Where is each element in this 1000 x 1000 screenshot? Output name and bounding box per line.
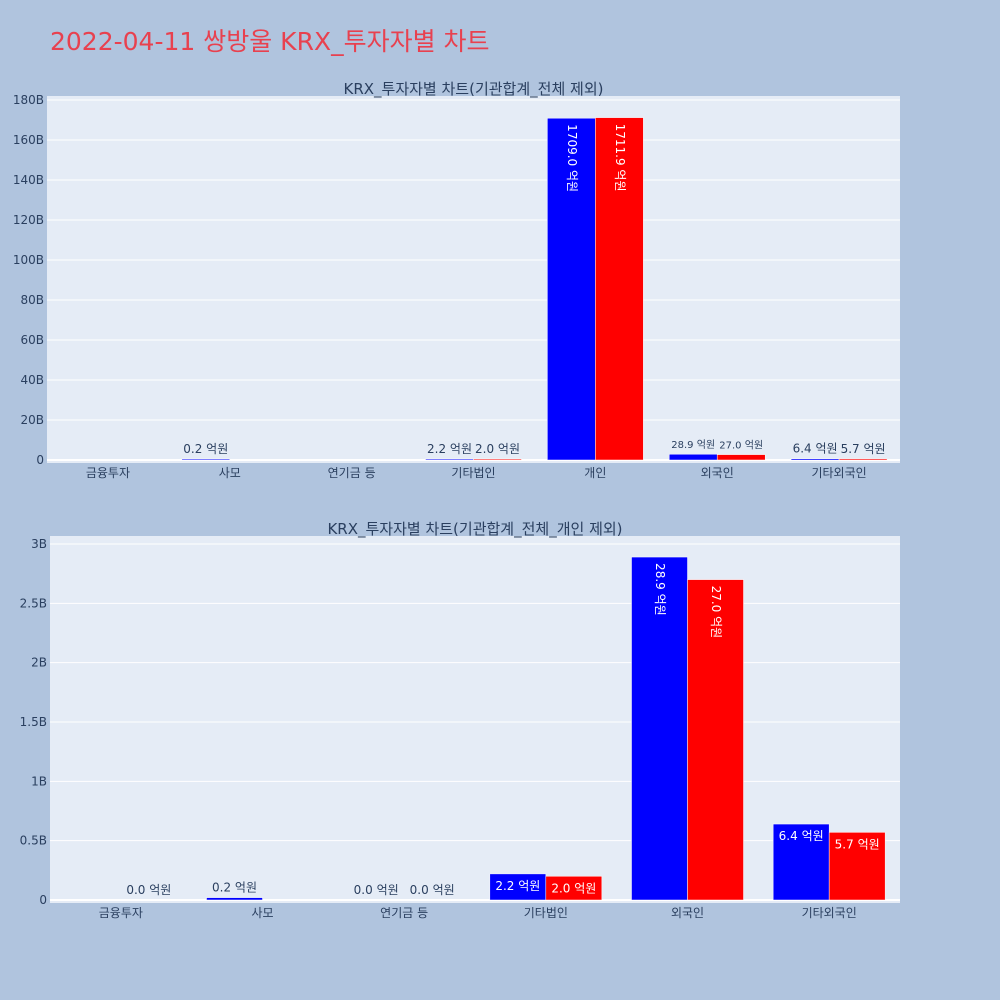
y-tick-label: 60B (20, 333, 44, 347)
bar (547, 117, 596, 461)
bar (206, 897, 263, 901)
bar (595, 117, 644, 461)
plot-area (47, 96, 900, 463)
y-tick-label: 1B (31, 774, 47, 788)
y-tick-label: 80B (20, 293, 44, 307)
bar (668, 453, 718, 461)
x-tick-label: 외국인 (671, 906, 704, 920)
x-tick-label: 기타법인 (451, 466, 495, 480)
data-label: 2.2 억원 (495, 879, 540, 893)
x-tick-label: 연기금 등 (328, 466, 376, 480)
data-label: 5.7 억원 (835, 837, 880, 851)
x-tick-label: 사모 (219, 466, 241, 480)
data-label: 0.2 억원 (212, 881, 257, 895)
y-tick-label: 0 (39, 893, 47, 907)
bar (545, 876, 603, 901)
x-tick-label: 금융투자 (86, 466, 130, 480)
data-label: 27.0 억원 (709, 586, 723, 639)
data-label: 0.0 억원 (354, 883, 399, 897)
data-label: 6.4 억원 (779, 829, 824, 843)
chart-all-investors: KRX_투자자별 차트(기관합계_전체 제외) 0 20B 40B 60B 80B 100B… (13, 80, 900, 480)
bar (489, 873, 547, 901)
data-label: 0.2 억원 (183, 442, 228, 456)
y-tick-label: 120B (13, 213, 44, 227)
plot-area (50, 536, 900, 903)
y-tick-label: 100B (13, 253, 44, 267)
data-label: 2.0 억원 (475, 442, 520, 456)
y-tick-label: 0 (36, 453, 44, 467)
bar (828, 832, 886, 901)
chart-title: KRX_투자자별 차트(기관합계_전체 제외) (344, 80, 604, 99)
y-tick-label: 180B (13, 93, 44, 107)
y-tick-label: 140B (13, 173, 44, 187)
bar (181, 458, 231, 461)
x-tick-label: 개인 (584, 466, 606, 480)
data-label: 6.4 억원 (793, 442, 838, 456)
data-label: 28.9 억원 (671, 439, 715, 451)
x-tick-label: 연기금 등 (380, 906, 428, 920)
x-tick-label: 금융투자 (99, 906, 143, 920)
y-tick-label: 40B (20, 373, 44, 387)
x-tick-label: 기타외국인 (811, 466, 866, 480)
page-title: 2022-04-11 쌍방울 KRX_투자자별 차트 (50, 27, 490, 56)
x-tick-label: 기타외국인 (802, 906, 857, 920)
y-tick-label: 20B (20, 413, 44, 427)
data-label: 1711.9 억원 (613, 124, 627, 192)
data-label: 5.7 억원 (841, 442, 886, 456)
bar (631, 556, 688, 901)
y-tick-label: 2B (31, 656, 47, 670)
data-label: 0.0 억원 (126, 883, 171, 897)
data-label: 0.0 억원 (410, 883, 455, 897)
chart-title: KRX_투자자별 차트(기관합계_전체_개인 제외) (327, 520, 622, 539)
data-label: 2.2 억원 (427, 442, 472, 456)
data-label: 27.0 억원 (719, 440, 763, 452)
x-tick-label: 외국인 (701, 466, 734, 480)
bar (716, 454, 766, 461)
data-label: 1709.0 억원 (565, 124, 579, 192)
chart-excluding-individual: KRX_투자자별 차트(기관합계_전체_개인 제외) 0 0.5B 1B 1.5B 2B 2… (20, 520, 900, 920)
bar (473, 458, 522, 461)
y-tick-label: 160B (13, 133, 44, 147)
y-tick-label: 1.5B (20, 715, 47, 729)
y-tick-label: 2.5B (20, 596, 47, 610)
bar (838, 458, 888, 461)
bar (687, 579, 744, 901)
bar (772, 823, 830, 901)
y-tick-label: 0.5B (20, 834, 47, 848)
x-tick-label: 기타법인 (524, 906, 568, 920)
data-label: 28.9 억원 (653, 563, 667, 616)
bar (790, 458, 840, 461)
data-label: 2.0 억원 (551, 881, 596, 895)
bar (425, 458, 474, 461)
x-tick-label: 사모 (251, 906, 273, 920)
y-tick-label: 3B (31, 537, 47, 551)
